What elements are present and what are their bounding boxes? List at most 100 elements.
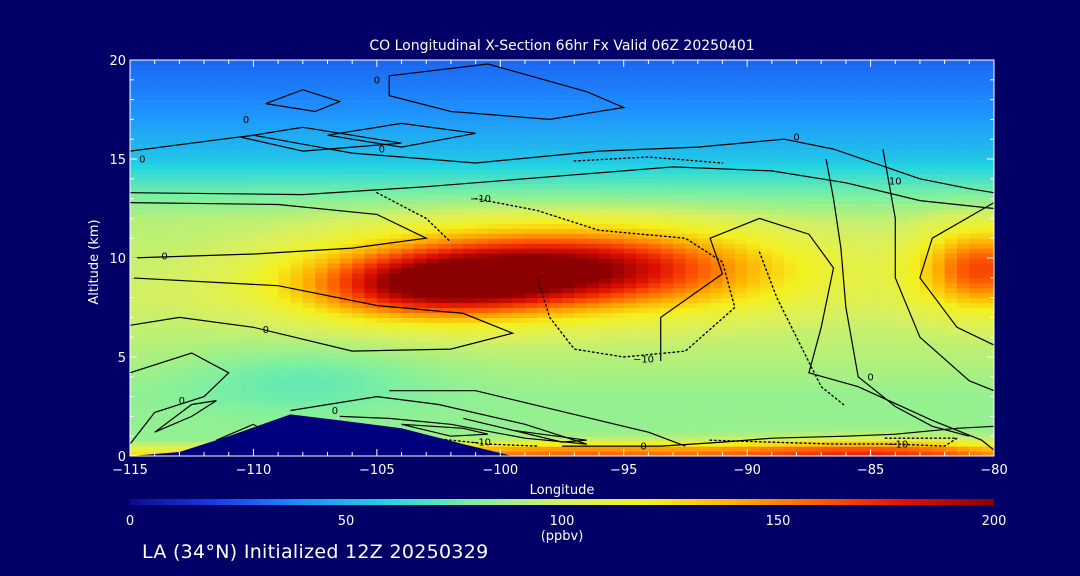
heatmap-cell	[821, 233, 835, 239]
heatmap-cell	[327, 64, 341, 71]
heatmap-cell	[253, 129, 267, 135]
heatmap-cell	[648, 366, 662, 373]
heatmap-cell	[228, 243, 242, 249]
heatmap-cell	[463, 243, 477, 249]
heatmap-cell	[376, 258, 390, 264]
heatmap-cell	[870, 104, 884, 111]
heatmap-cell	[241, 391, 255, 398]
heatmap-cell	[413, 253, 427, 259]
heatmap-cell	[167, 218, 180, 224]
heatmap-cell	[808, 421, 822, 427]
heatmap-cell	[142, 386, 156, 393]
heatmap-cell	[154, 60, 168, 66]
heatmap-cell	[574, 411, 588, 417]
heatmap-cell	[722, 391, 736, 398]
heatmap-cell	[648, 352, 662, 358]
heatmap-cell	[278, 134, 292, 140]
heatmap-cell	[167, 272, 180, 279]
heatmap-cell	[796, 262, 810, 269]
heatmap-cell	[290, 213, 304, 219]
heatmap-cell	[845, 218, 859, 224]
heatmap-cell	[524, 431, 538, 437]
heatmap-cell	[623, 60, 637, 66]
heatmap-cell	[463, 94, 477, 101]
heatmap-cell	[426, 262, 440, 269]
heatmap-cell	[315, 89, 329, 96]
heatmap-cell	[438, 178, 452, 185]
heatmap-cell	[241, 129, 255, 135]
heatmap-cell	[352, 342, 366, 348]
heatmap-cell	[142, 322, 156, 328]
heatmap-cell	[463, 173, 477, 180]
heatmap-cell	[882, 406, 896, 413]
heatmap-cell	[426, 129, 440, 135]
heatmap-cell	[562, 416, 575, 422]
heatmap-cell	[302, 228, 316, 234]
heatmap-cell	[845, 139, 859, 145]
heatmap-cell	[130, 352, 143, 358]
heatmap-cell	[648, 238, 662, 244]
heatmap-cell	[870, 144, 884, 150]
heatmap-cell	[537, 149, 551, 155]
heatmap-cell	[710, 312, 724, 318]
heatmap-cell	[845, 213, 859, 219]
heatmap-cell	[660, 114, 674, 120]
heatmap-cell	[450, 366, 464, 373]
heatmap-cell	[549, 406, 563, 413]
heatmap-cell	[747, 159, 761, 165]
heatmap-cell	[278, 371, 292, 378]
heatmap-cell	[228, 416, 242, 422]
heatmap-cell	[636, 79, 649, 86]
heatmap-cell	[808, 277, 822, 284]
heatmap-cell	[870, 163, 884, 170]
heatmap-cell	[882, 436, 896, 442]
heatmap-cell	[463, 159, 477, 165]
heatmap-cell	[623, 352, 637, 358]
heatmap-cell	[784, 436, 798, 442]
heatmap-cell	[845, 248, 859, 254]
heatmap-cell	[487, 163, 501, 170]
heatmap-cell	[710, 104, 724, 111]
heatmap-cell	[574, 183, 588, 190]
heatmap-cell	[524, 99, 538, 106]
heatmap-cell	[216, 327, 230, 333]
heatmap-cell	[858, 253, 872, 259]
heatmap-cell	[648, 139, 662, 145]
heatmap-cell	[660, 173, 674, 180]
heatmap-cell	[648, 262, 662, 269]
heatmap-cell	[364, 84, 378, 91]
heatmap-cell	[734, 243, 748, 249]
heatmap-cell	[130, 381, 143, 388]
heatmap-cell	[278, 60, 292, 66]
heatmap-cell	[389, 198, 403, 205]
heatmap-cell	[870, 228, 884, 234]
heatmap-cell	[685, 129, 699, 135]
heatmap-cell	[845, 411, 859, 417]
heatmap-cell	[599, 272, 612, 279]
heatmap-cell	[352, 69, 366, 76]
heatmap-cell	[660, 272, 674, 279]
heatmap-cell	[228, 79, 242, 86]
heatmap-cell	[487, 272, 501, 279]
heatmap-cell	[796, 124, 810, 130]
heatmap-cell	[747, 149, 761, 155]
heatmap-cell	[450, 228, 464, 234]
heatmap-cell	[426, 416, 440, 422]
heatmap-cell	[154, 376, 168, 383]
heatmap-cell	[858, 287, 872, 294]
heatmap-cell	[154, 124, 168, 130]
heatmap-cell	[364, 223, 378, 229]
heatmap-cell	[401, 272, 415, 279]
heatmap-cell	[130, 248, 143, 254]
heatmap-cell	[808, 426, 822, 432]
heatmap-cell	[759, 198, 773, 205]
heatmap-cell	[524, 307, 538, 314]
heatmap-cell	[796, 416, 810, 422]
heatmap-cell	[265, 183, 279, 190]
heatmap-cell	[895, 386, 909, 393]
heatmap-cell	[771, 287, 785, 294]
heatmap-cell	[796, 277, 810, 284]
heatmap-cell	[204, 327, 217, 333]
heatmap-cell	[290, 159, 304, 165]
heatmap-cell	[364, 168, 378, 175]
